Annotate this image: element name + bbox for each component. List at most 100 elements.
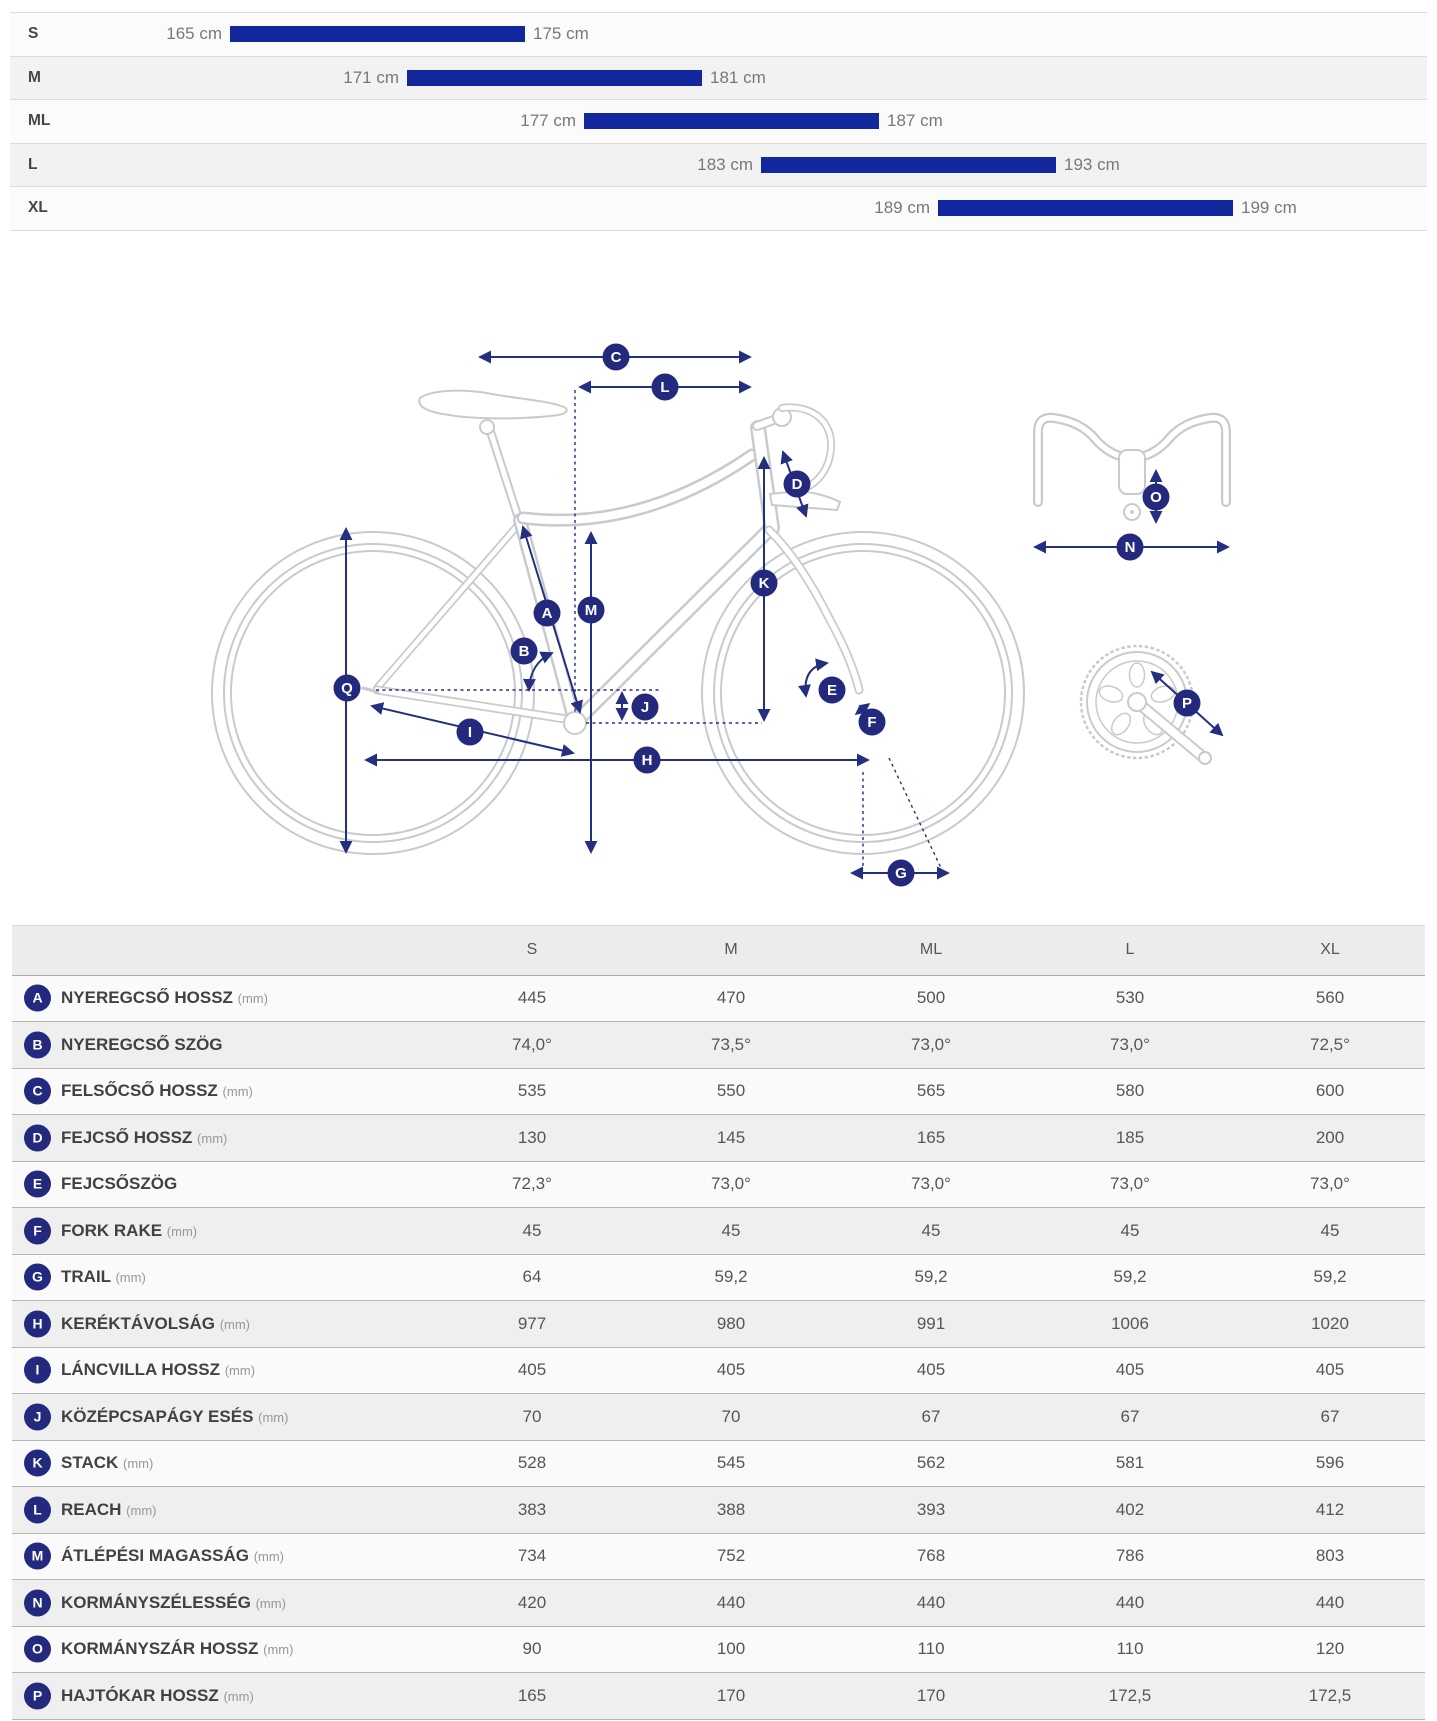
row-label-text: TRAIL bbox=[61, 1267, 116, 1287]
value-B-L: 73,0° bbox=[1110, 1034, 1150, 1054]
row-unit: (mm) bbox=[258, 1409, 289, 1425]
handlebar-detail bbox=[1033, 412, 1231, 521]
height-range-bar-M bbox=[407, 69, 702, 86]
diagram-label-text-Q: Q bbox=[341, 680, 353, 697]
value-J-XL: 67 bbox=[1320, 1406, 1340, 1426]
diagram-label-text-C: C bbox=[611, 349, 622, 366]
diagram-letter-badges: C L D A M B K Q J I E F H G N O P bbox=[333, 343, 1201, 887]
row-label-text: ÁTLÉPÉSI MAGASSÁG bbox=[61, 1546, 254, 1566]
size-label: L bbox=[28, 155, 38, 173]
value-P-ML: 170 bbox=[916, 1685, 946, 1705]
value-I-M: 405 bbox=[716, 1360, 746, 1380]
value-H-XL: 1020 bbox=[1311, 1313, 1349, 1333]
size-label: M bbox=[28, 68, 41, 86]
diagram-label-K bbox=[750, 569, 778, 597]
value-O-ML: 110 bbox=[917, 1639, 945, 1659]
value-B-S: 74,0° bbox=[512, 1034, 552, 1054]
row-letter-badge: H bbox=[24, 1310, 51, 1338]
value-B-M: 73,5° bbox=[711, 1034, 751, 1054]
diagram-label-M bbox=[577, 596, 605, 624]
value-K-XL: 596 bbox=[1315, 1453, 1345, 1473]
value-G-XL: 59,2 bbox=[1313, 1267, 1347, 1287]
value-C-XL: 600 bbox=[1315, 1081, 1345, 1101]
max-height-label: 199 cm bbox=[1241, 198, 1297, 218]
row-label: REACH (mm) bbox=[61, 1500, 157, 1520]
diagram-label-F bbox=[858, 708, 886, 736]
diagram-label-P bbox=[1173, 689, 1201, 717]
value-E-XL: 73,0° bbox=[1310, 1174, 1350, 1194]
value-J-M: 70 bbox=[721, 1406, 741, 1426]
value-N-ML: 440 bbox=[916, 1592, 946, 1612]
size-label: XL bbox=[28, 199, 48, 217]
row-letter-badge: M bbox=[24, 1542, 51, 1570]
column-header-XL: XL bbox=[1320, 941, 1340, 959]
table-row-B: B NYEREGCSŐ SZÖG 74,0° 73,5° 73,0° 73,0° 72,… bbox=[12, 1022, 1425, 1069]
diagram-label-G bbox=[887, 859, 915, 887]
value-O-M: 100 bbox=[716, 1639, 746, 1659]
value-M-ML: 768 bbox=[916, 1546, 946, 1566]
row-label: FORK RAKE (mm) bbox=[61, 1221, 197, 1241]
bike-frame bbox=[361, 389, 864, 735]
table-row-D: D FEJCSŐ HOSSZ (mm) 130 145 165 185 200 bbox=[12, 1115, 1425, 1162]
size-row-L: L 183 cm 193 cm bbox=[10, 142, 1427, 186]
table-row-N: N KORMÁNYSZÉLESSÉG (mm) 420 440 440 440 440 bbox=[12, 1580, 1425, 1627]
value-E-M: 73,0° bbox=[711, 1174, 751, 1194]
value-A-ML: 500 bbox=[916, 988, 946, 1008]
max-height-label: 193 cm bbox=[1064, 154, 1120, 174]
height-range-bar-S bbox=[230, 26, 525, 43]
row-label-text: FEJCSŐ HOSSZ bbox=[61, 1127, 198, 1147]
table-row-P: P HAJTÓKAR HOSSZ (mm) 165 170 170 172,5 172,… bbox=[12, 1673, 1425, 1720]
value-P-L: 172,5 bbox=[1108, 1685, 1152, 1705]
value-A-M: 470 bbox=[716, 988, 746, 1008]
diagram-label-text-H: H bbox=[642, 752, 653, 769]
row-unit: (mm) bbox=[222, 1084, 253, 1100]
column-header-L: L bbox=[1125, 941, 1135, 959]
max-height-label: 187 cm bbox=[887, 111, 943, 131]
value-H-S: 977 bbox=[517, 1313, 547, 1333]
value-D-S: 130 bbox=[517, 1127, 547, 1147]
row-label-text: LÁNCVILLA HOSSZ bbox=[61, 1360, 225, 1380]
row-letter-badge: J bbox=[24, 1403, 51, 1431]
diagram-label-C bbox=[602, 343, 630, 371]
diagram-label-text-O: O bbox=[1150, 489, 1162, 506]
value-E-L: 73,0° bbox=[1110, 1174, 1150, 1194]
row-letter-badge: E bbox=[24, 1170, 51, 1198]
row-unit: (mm) bbox=[123, 1456, 154, 1472]
row-label: TRAIL (mm) bbox=[61, 1267, 146, 1287]
size-row-ML: ML 177 cm 187 cm bbox=[10, 99, 1427, 143]
row-label: KORMÁNYSZÁR HOSSZ (mm) bbox=[61, 1639, 293, 1659]
height-range-bar-ML bbox=[584, 113, 879, 130]
value-C-L: 580 bbox=[1115, 1081, 1145, 1101]
value-B-ML: 73,0° bbox=[911, 1034, 951, 1054]
row-unit: (mm) bbox=[237, 991, 268, 1007]
value-J-S: 70 bbox=[522, 1406, 542, 1426]
diagram-label-text-N: N bbox=[1125, 539, 1136, 556]
value-A-S: 445 bbox=[517, 988, 547, 1008]
value-D-M: 145 bbox=[716, 1127, 746, 1147]
value-P-XL: 172,5 bbox=[1308, 1685, 1352, 1705]
diagram-label-text-L: L bbox=[660, 379, 669, 396]
column-header-M: M bbox=[724, 941, 738, 959]
size-row-XL: XL 189 cm 199 cm bbox=[10, 186, 1427, 230]
row-label-text: REACH bbox=[61, 1499, 127, 1519]
row-label-text: FELSŐCSŐ HOSSZ bbox=[61, 1081, 223, 1101]
value-L-L: 402 bbox=[1115, 1499, 1145, 1519]
value-H-L: 1006 bbox=[1111, 1313, 1149, 1333]
row-letter-badge: B bbox=[24, 1031, 51, 1059]
row-unit: (mm) bbox=[126, 1502, 157, 1518]
table-row-C: C FELSŐCSŐ HOSSZ (mm) 535 550 565 580 600 bbox=[12, 1068, 1425, 1115]
size-label: ML bbox=[28, 112, 51, 130]
height-range-bar-L bbox=[761, 156, 1056, 173]
geometry-table: S M ML L XL A NYEREGCSŐ HOSSZ (mm) 445 470 500… bbox=[12, 925, 1425, 1720]
row-letter-badge: P bbox=[24, 1682, 51, 1710]
value-M-S: 734 bbox=[517, 1546, 547, 1566]
value-I-L: 405 bbox=[1115, 1360, 1145, 1380]
row-unit: (mm) bbox=[224, 1363, 256, 1379]
row-label: FEJCSŐ HOSSZ (mm) bbox=[61, 1128, 227, 1148]
value-K-L: 581 bbox=[1115, 1453, 1145, 1473]
value-G-S: 64 bbox=[522, 1267, 542, 1287]
row-unit: (mm) bbox=[197, 1130, 228, 1146]
diagram-label-E bbox=[818, 676, 846, 704]
value-E-ML: 73,0° bbox=[911, 1174, 951, 1194]
value-C-ML: 565 bbox=[916, 1081, 946, 1101]
